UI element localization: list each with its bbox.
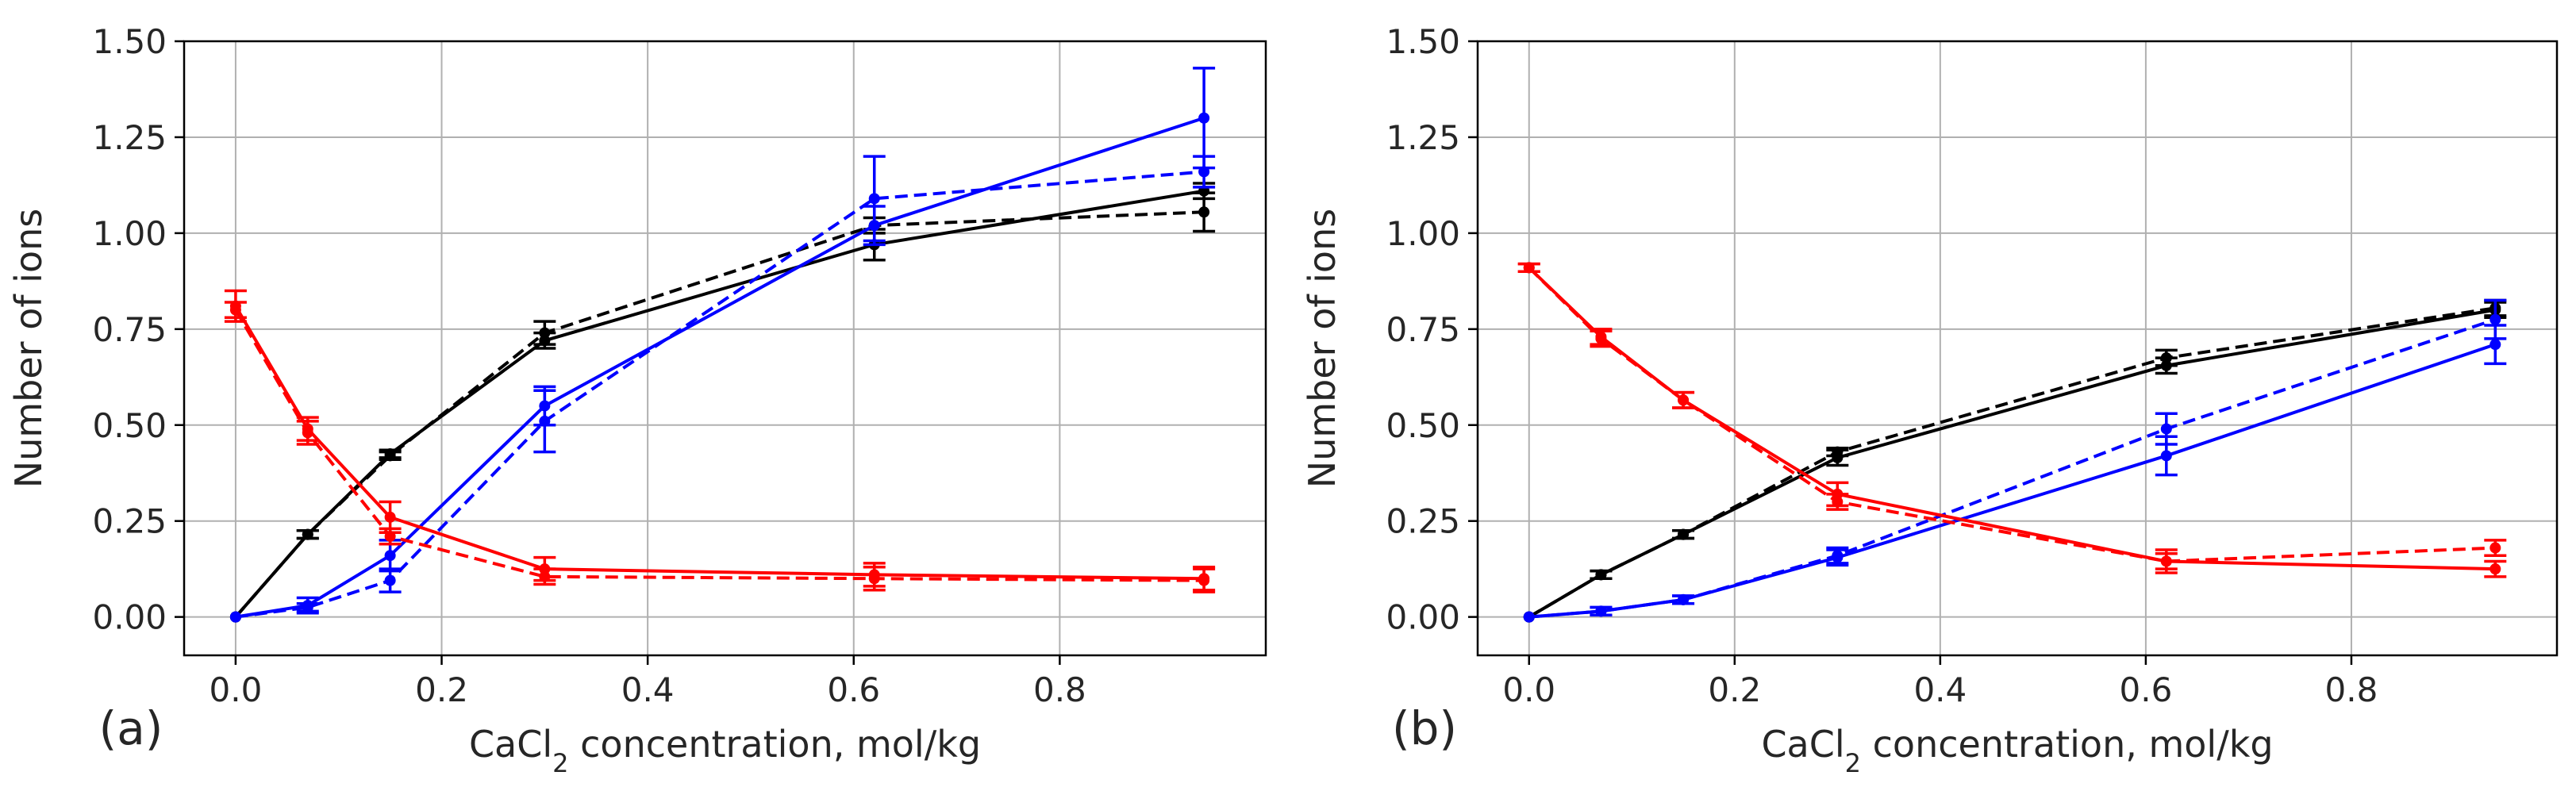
data-point bbox=[2489, 313, 2501, 325]
series-line-black-solid bbox=[234, 189, 1205, 618]
panel-b: 0.0 0.2 0.4 0.6 0.8 0.00 0.25 0.50 0.75 1.00 1.25 1… bbox=[1301, 22, 2559, 778]
y-axis-label: Number of ions bbox=[7, 209, 50, 488]
x-tick-label: 0.8 bbox=[2325, 670, 2378, 709]
series-line-blue-dashed bbox=[235, 170, 1205, 619]
data-point bbox=[1198, 574, 1210, 586]
plot-frame bbox=[183, 40, 1267, 657]
y-tick-label: 0.50 bbox=[1386, 406, 1460, 445]
data-point bbox=[539, 570, 551, 582]
series-line-blue-solid bbox=[235, 116, 1205, 619]
y-tick-label: 0.75 bbox=[1386, 310, 1460, 349]
series-line-blue-solid bbox=[1528, 343, 2496, 619]
x-tick-label: 0.6 bbox=[827, 670, 880, 709]
data-point bbox=[384, 574, 396, 586]
data-point bbox=[302, 528, 313, 540]
x-tick-label: 0.6 bbox=[2120, 670, 2173, 709]
y-tick-label: 0.50 bbox=[92, 406, 167, 445]
data-point bbox=[384, 531, 396, 543]
data-point bbox=[2160, 423, 2172, 435]
series-line-black-dashed bbox=[234, 210, 1205, 618]
x-axis-label: CaCl2 concentration, mol/kg bbox=[1761, 723, 2273, 778]
y-axis-label: Number of ions bbox=[1301, 209, 1344, 488]
data-point bbox=[1678, 394, 1690, 406]
data-point bbox=[1198, 112, 1210, 124]
series-line-red-solid bbox=[234, 305, 1205, 581]
y-tick-label: 1.00 bbox=[1386, 214, 1460, 253]
data-point bbox=[1832, 550, 1844, 562]
data-point bbox=[539, 415, 551, 427]
data-point bbox=[2160, 450, 2172, 462]
y-tick-label: 1.50 bbox=[1386, 22, 1460, 61]
data-point bbox=[1832, 446, 1844, 458]
data-point bbox=[539, 327, 551, 339]
data-point bbox=[2489, 563, 2501, 575]
data-point bbox=[302, 427, 313, 439]
data-point bbox=[1198, 206, 1210, 218]
data-point bbox=[229, 304, 241, 316]
x-tick-label: 0.2 bbox=[1708, 670, 1761, 709]
panel-label: (a) bbox=[99, 701, 163, 755]
data-point bbox=[1678, 593, 1690, 605]
x-tick-label: 0.4 bbox=[1913, 670, 1967, 709]
series-line-red-dashed bbox=[1528, 266, 2496, 563]
panel-a: 0.0 0.2 0.4 0.6 0.8 0.00 0.25 0.50 0.75 1.00 1.25 1… bbox=[7, 22, 1267, 778]
data-point bbox=[229, 611, 241, 623]
data-point bbox=[868, 573, 880, 585]
data-point bbox=[384, 550, 396, 562]
series-line-red-solid bbox=[1528, 266, 2496, 571]
data-point bbox=[384, 511, 396, 523]
x-tick-label: 0.2 bbox=[415, 670, 468, 709]
x-tick-label: 0.8 bbox=[1033, 670, 1086, 709]
data-point bbox=[1595, 332, 1607, 344]
data-point bbox=[2489, 339, 2501, 351]
panel-label: (b) bbox=[1392, 701, 1457, 755]
y-tick-label: 1.50 bbox=[92, 22, 167, 61]
data-point bbox=[2160, 555, 2172, 567]
series-line-red-dashed bbox=[234, 309, 1205, 582]
x-axis-label: CaCl2 concentration, mol/kg bbox=[469, 723, 981, 778]
y-tick-label: 0.00 bbox=[92, 598, 167, 637]
data-point bbox=[1198, 166, 1210, 178]
x-tick-label: 0.4 bbox=[621, 670, 675, 709]
y-tick-label: 0.25 bbox=[92, 502, 167, 541]
y-tick-label: 1.25 bbox=[92, 118, 167, 157]
y-tick-label: 1.00 bbox=[92, 214, 167, 253]
data-point bbox=[1595, 569, 1607, 581]
data-point bbox=[1595, 605, 1607, 617]
x-tick-label: 0.0 bbox=[210, 670, 263, 709]
y-tick-label: 0.75 bbox=[92, 310, 167, 349]
data-point bbox=[1523, 611, 1535, 623]
y-tick-label: 0.25 bbox=[1386, 502, 1460, 541]
data-point bbox=[1678, 528, 1690, 540]
data-point bbox=[2160, 352, 2172, 364]
series-line-blue-dashed bbox=[1528, 317, 2496, 619]
data-point bbox=[868, 193, 880, 205]
data-point bbox=[384, 450, 396, 462]
data-point bbox=[1832, 496, 1844, 508]
x-tick-label: 0.0 bbox=[1502, 670, 1555, 709]
series-line-black-dashed bbox=[1528, 306, 2496, 619]
y-tick-label: 0.00 bbox=[1386, 598, 1460, 637]
data-point bbox=[302, 601, 313, 613]
data-point bbox=[2489, 542, 2501, 554]
series-line-black-solid bbox=[1528, 308, 2496, 619]
y-tick-label: 1.25 bbox=[1386, 118, 1460, 157]
plot-frame bbox=[1476, 40, 2559, 657]
data-point bbox=[1523, 262, 1535, 274]
